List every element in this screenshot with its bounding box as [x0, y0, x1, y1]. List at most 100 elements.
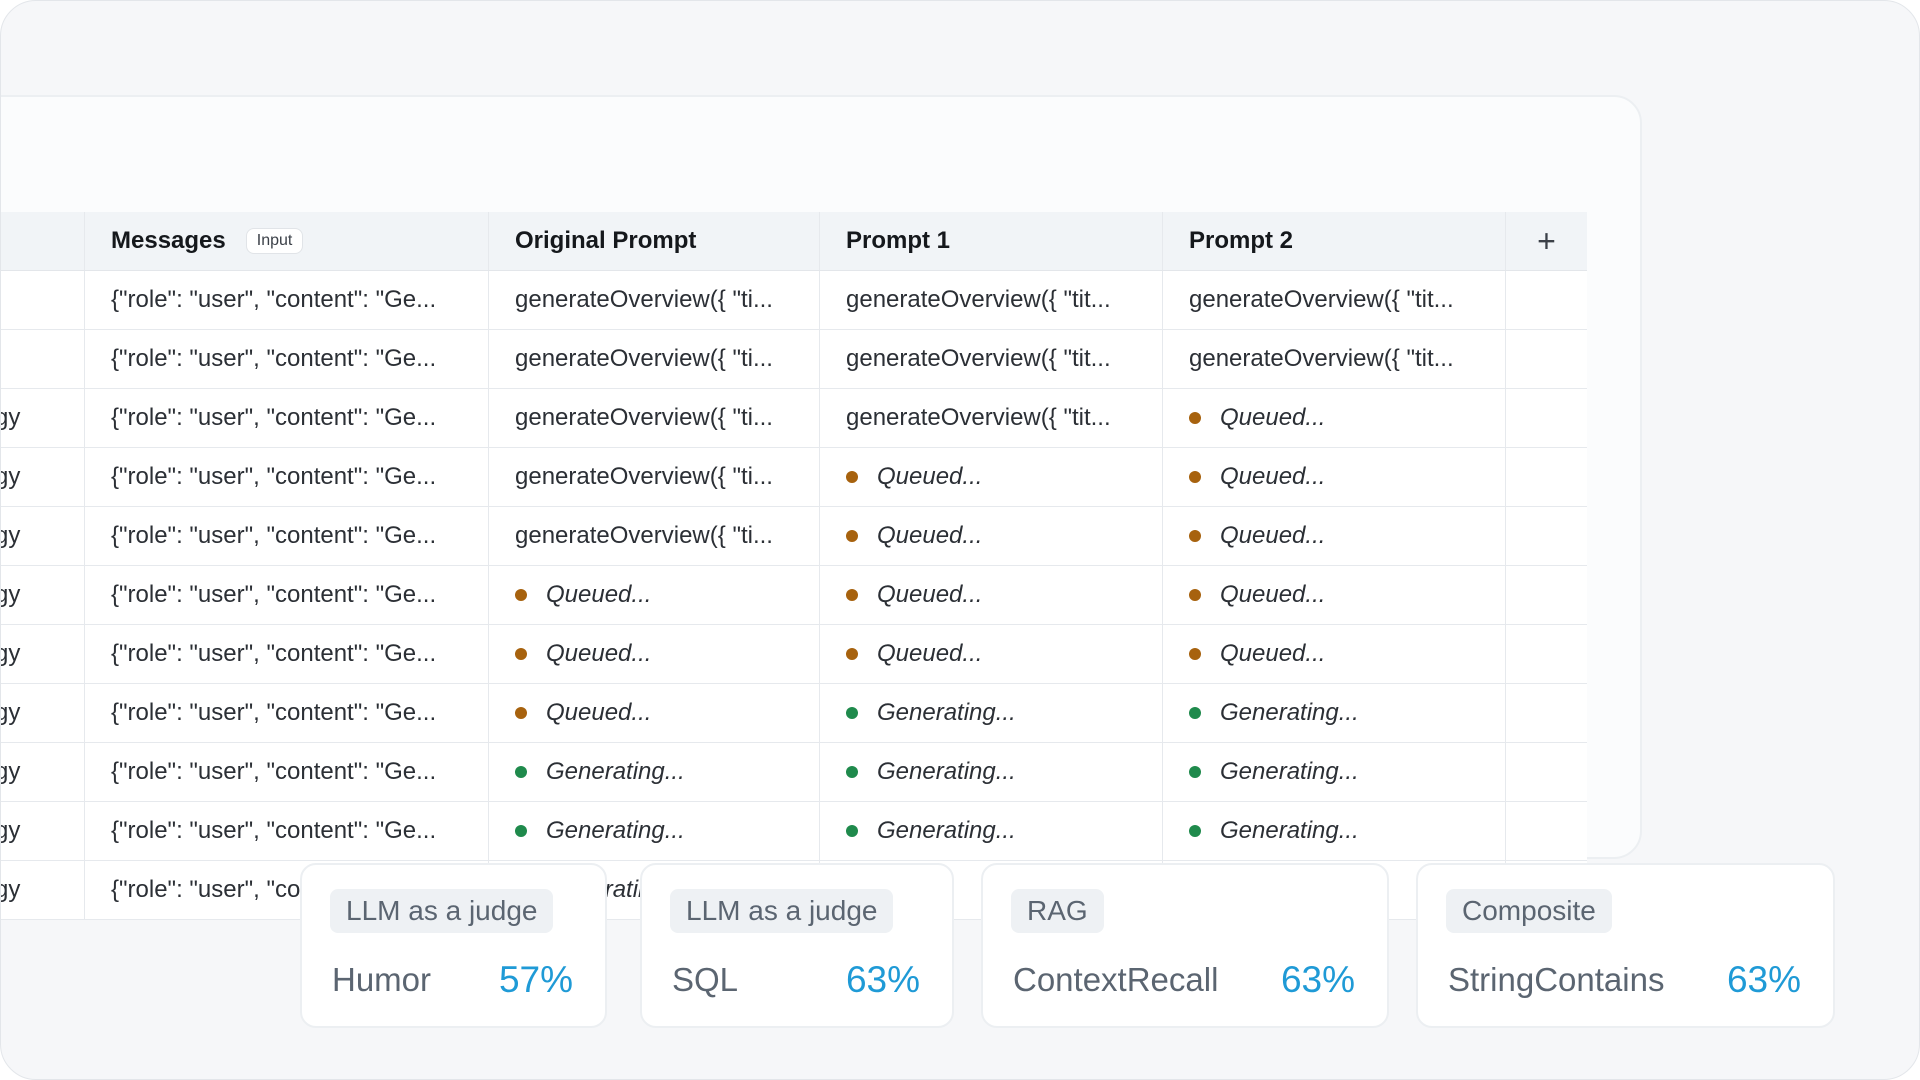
- generating-dot-icon: [846, 766, 858, 778]
- messages-cell[interactable]: {"role": "user", "content": "Ge...: [85, 566, 489, 624]
- status-text: Queued...: [877, 640, 983, 667]
- prompt-1-cell[interactable]: generateOverview({ "tit...: [820, 271, 1163, 329]
- table-row[interactable]: {"role": "user", "content": "Ge... genera…: [1, 271, 1587, 330]
- status-indicator: Queued...: [515, 640, 651, 668]
- table-header-row: Messages Input Original Prompt Prompt 1 …: [1, 212, 1587, 271]
- messages-cell[interactable]: {"role": "user", "content": "Ge...: [85, 271, 489, 329]
- results-table-card: Messages Input Original Prompt Prompt 1 …: [1, 95, 1642, 920]
- messages-cell[interactable]: {"role": "user", "content": "Ge...: [85, 330, 489, 388]
- table-row[interactable]: ology{"role": "user", "content": "Ge...g…: [1, 507, 1587, 566]
- table-row[interactable]: ology{"role": "user", "content": "Ge... Q…: [1, 625, 1587, 684]
- row-label-cell: ology: [1, 802, 85, 860]
- status-text: Generating...: [877, 817, 1016, 844]
- status-text: Queued...: [546, 640, 652, 667]
- status-indicator: Queued...: [1189, 404, 1325, 432]
- prompt-2-cell[interactable]: Queued...: [1163, 566, 1506, 624]
- row-label-cell: ology: [1, 625, 85, 683]
- prompt-1-cell[interactable]: Queued...: [820, 448, 1163, 506]
- metrics-bar: LLM as a judge Humor 57% LLM as a judge SQL 6…: [300, 863, 1835, 1028]
- generating-dot-icon: [846, 707, 858, 719]
- messages-cell[interactable]: {"role": "user", "content": "Ge...: [85, 743, 489, 801]
- plus-icon: +: [1537, 223, 1556, 259]
- prompt-2-cell[interactable]: Generating...: [1163, 743, 1506, 801]
- original-prompt-cell[interactable]: generateOverview({ "ti...: [489, 389, 820, 447]
- table-row[interactable]: ology{"role": "user", "content": "Ge...g…: [1, 448, 1587, 507]
- prompt-2-cell[interactable]: Generating...: [1163, 684, 1506, 742]
- prompt-2-cell[interactable]: Queued...: [1163, 389, 1506, 447]
- prompt-1-cell[interactable]: Generating...: [820, 743, 1163, 801]
- column-header-prompt-2[interactable]: Prompt 2: [1163, 212, 1506, 270]
- status-text: Queued...: [546, 581, 652, 608]
- original-prompt-cell[interactable]: Generating...: [489, 802, 820, 860]
- status-text: Generating...: [546, 758, 685, 785]
- prompt-1-cell[interactable]: Queued...: [820, 507, 1163, 565]
- empty-cell: [1506, 448, 1587, 506]
- metric-type-tag: Composite: [1446, 889, 1612, 933]
- metric-card[interactable]: LLM as a judge Humor 57%: [300, 863, 607, 1028]
- table-row[interactable]: ology{"role": "user", "content": "Ge... G…: [1, 743, 1587, 802]
- messages-cell[interactable]: {"role": "user", "content": "Ge...: [85, 448, 489, 506]
- prompt-2-cell[interactable]: Queued...: [1163, 625, 1506, 683]
- status-indicator: Queued...: [515, 581, 651, 609]
- original-prompt-cell[interactable]: Generating...: [489, 743, 820, 801]
- generating-dot-icon: [1189, 766, 1201, 778]
- messages-cell[interactable]: {"role": "user", "content": "Ge...: [85, 507, 489, 565]
- status-text: Queued...: [1220, 404, 1326, 431]
- generating-dot-icon: [515, 825, 527, 837]
- metric-card[interactable]: RAG ContextRecall 63%: [981, 863, 1389, 1028]
- table-row[interactable]: {"role": "user", "content": "Ge... genera…: [1, 330, 1587, 389]
- queued-dot-icon: [1189, 530, 1201, 542]
- messages-cell[interactable]: {"role": "user", "content": "Ge...: [85, 625, 489, 683]
- prompt-2-cell[interactable]: generateOverview({ "tit...: [1163, 271, 1506, 329]
- status-indicator: Generating...: [1189, 758, 1359, 786]
- messages-cell[interactable]: {"role": "user", "content": "Ge...: [85, 684, 489, 742]
- column-header-prompt-1[interactable]: Prompt 1: [820, 212, 1163, 270]
- queued-dot-icon: [846, 471, 858, 483]
- prompt-2-cell[interactable]: Queued...: [1163, 507, 1506, 565]
- original-prompt-cell[interactable]: generateOverview({ "ti...: [489, 507, 820, 565]
- empty-cell: [1506, 684, 1587, 742]
- row-label-cell: [1, 330, 85, 388]
- prompt-1-cell[interactable]: Generating...: [820, 684, 1163, 742]
- status-indicator: Generating...: [1189, 699, 1359, 727]
- prompt-1-cell[interactable]: generateOverview({ "tit...: [820, 330, 1163, 388]
- original-prompt-cell[interactable]: Queued...: [489, 566, 820, 624]
- prompt-1-cell[interactable]: Generating...: [820, 802, 1163, 860]
- queued-dot-icon: [515, 589, 527, 601]
- original-prompt-cell[interactable]: Queued...: [489, 625, 820, 683]
- status-text: Generating...: [877, 758, 1016, 785]
- queued-dot-icon: [846, 530, 858, 542]
- status-text: Queued...: [877, 581, 983, 608]
- queued-dot-icon: [1189, 412, 1201, 424]
- metric-card[interactable]: Composite StringContains 63%: [1416, 863, 1835, 1028]
- prompt-2-cell[interactable]: generateOverview({ "tit...: [1163, 330, 1506, 388]
- add-column-button[interactable]: +: [1506, 212, 1587, 270]
- metric-card[interactable]: LLM as a judge SQL 63%: [640, 863, 954, 1028]
- original-prompt-cell[interactable]: generateOverview({ "ti...: [489, 330, 820, 388]
- table-row[interactable]: ology{"role": "user", "content": "Ge... G…: [1, 802, 1587, 861]
- prompt-1-cell[interactable]: Queued...: [820, 625, 1163, 683]
- original-prompt-cell[interactable]: generateOverview({ "ti...: [489, 448, 820, 506]
- row-label-cell: ology: [1, 507, 85, 565]
- column-header-original-prompt[interactable]: Original Prompt: [489, 212, 820, 270]
- table-row[interactable]: ology{"role": "user", "content": "Ge... Q…: [1, 684, 1587, 743]
- status-indicator: Queued...: [1189, 640, 1325, 668]
- original-prompt-cell[interactable]: generateOverview({ "ti...: [489, 271, 820, 329]
- prompt-2-cell[interactable]: Queued...: [1163, 448, 1506, 506]
- prompt-1-cell[interactable]: Queued...: [820, 566, 1163, 624]
- table-row[interactable]: ology{"role": "user", "content": "Ge...g…: [1, 389, 1587, 448]
- column-header-messages[interactable]: Messages Input: [85, 212, 489, 270]
- messages-cell[interactable]: {"role": "user", "content": "Ge...: [85, 802, 489, 860]
- row-label-cell: ology: [1, 448, 85, 506]
- prompt-2-cell[interactable]: Generating...: [1163, 802, 1506, 860]
- empty-cell: [1506, 389, 1587, 447]
- status-indicator: Generating...: [1189, 817, 1359, 845]
- queued-dot-icon: [1189, 648, 1201, 660]
- table-row[interactable]: ology{"role": "user", "content": "Ge... Q…: [1, 566, 1587, 625]
- original-prompt-cell[interactable]: Queued...: [489, 684, 820, 742]
- status-indicator: Queued...: [1189, 522, 1325, 550]
- status-indicator: Generating...: [846, 817, 1016, 845]
- prompt-1-cell[interactable]: generateOverview({ "tit...: [820, 389, 1163, 447]
- messages-cell[interactable]: {"role": "user", "content": "Ge...: [85, 389, 489, 447]
- row-label-cell: ology: [1, 566, 85, 624]
